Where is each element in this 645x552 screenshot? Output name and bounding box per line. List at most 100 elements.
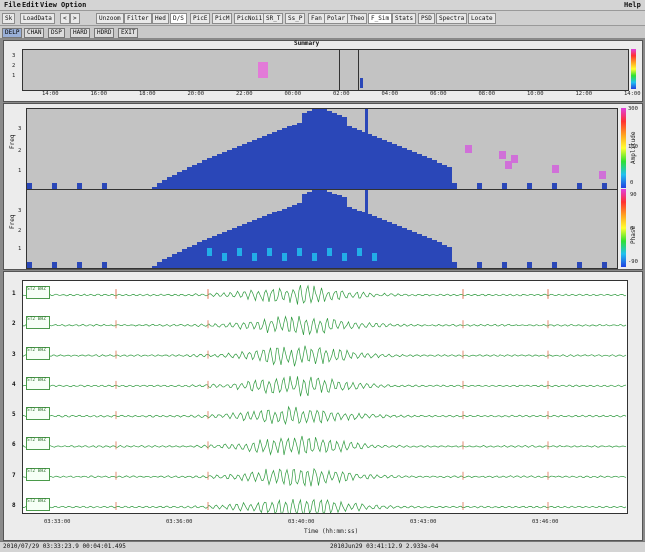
channel-label[interactable]: ST2 BHZ	[26, 376, 50, 390]
tool-loaddata[interactable]: LoadData	[20, 13, 55, 24]
tool-ds[interactable]: D/S	[170, 13, 187, 24]
spectro-cell	[367, 134, 372, 189]
spectro-cell	[267, 134, 272, 189]
channel-label[interactable]: ST2 BHZ	[26, 467, 50, 481]
tool-locate[interactable]: Locate	[468, 13, 496, 24]
channel-label[interactable]: ST2 BHZ	[26, 346, 50, 360]
spectro-cell	[192, 245, 197, 268]
channel-label[interactable]: ST2 BHZ	[26, 407, 50, 421]
spectro-cell	[407, 230, 412, 268]
tool-pice[interactable]: PicE	[190, 13, 211, 24]
spectro-cell	[212, 156, 217, 189]
channel-label[interactable]: ST2 BHZ	[26, 316, 50, 330]
tool-sk[interactable]: Sk	[2, 13, 16, 24]
channel-number: 3	[12, 350, 16, 358]
menu-option[interactable]: Option	[61, 1, 87, 9]
spectro-cell	[267, 214, 272, 268]
spectro-cell	[182, 249, 187, 268]
spectro-cell	[287, 126, 292, 189]
spectro-ytick: 2	[18, 148, 22, 154]
spectro-cell	[52, 183, 57, 189]
waveform-trace	[23, 405, 627, 426]
tab-exit[interactable]: EXIT	[118, 28, 139, 38]
phase-colorbar	[621, 189, 626, 267]
spectro-cursor[interactable]	[365, 190, 368, 268]
spectro-cell	[392, 224, 397, 268]
waveform-trace	[23, 345, 627, 367]
spectro-cell	[347, 126, 352, 189]
tab-hdrd[interactable]: HDRD	[94, 28, 115, 38]
spectro-cell	[327, 111, 332, 189]
tool-ss-p[interactable]: Ss_P	[285, 13, 306, 24]
tool-spectra[interactable]: Spectra	[436, 13, 468, 24]
spectro-cell	[152, 187, 157, 189]
tool-picm[interactable]: PicM	[212, 13, 233, 24]
spectro-cell	[502, 262, 507, 268]
spectro-cursor[interactable]	[365, 109, 368, 189]
spectro-cell	[352, 128, 357, 189]
tool-theo[interactable]: Theo	[347, 13, 368, 24]
amplitude-spectrogram[interactable]	[26, 108, 618, 190]
tab-delp[interactable]: DELP	[2, 28, 23, 38]
spectro-cell	[222, 152, 227, 189]
tool-fan[interactable]: Fan	[308, 13, 325, 24]
spectro-cell	[352, 209, 357, 268]
tool-f-sim[interactable]: F_Sim	[368, 13, 393, 24]
spectro-cell	[172, 175, 177, 189]
spectro-cell	[242, 144, 247, 189]
tab-chan[interactable]: CHAN	[24, 28, 45, 38]
waveform-time-tick: 03:43:00	[410, 519, 437, 525]
spectro-cell	[432, 240, 437, 268]
menu-help[interactable]: Help	[624, 1, 641, 9]
tool-stats[interactable]: Stats	[392, 13, 417, 24]
spectro-cell	[322, 190, 327, 268]
spectro-cell	[162, 180, 167, 189]
tab-hard[interactable]: HARD	[70, 28, 91, 38]
spectro-cell	[232, 148, 237, 189]
spectro-ylabel-bottom: Freq	[9, 214, 16, 229]
channel-label[interactable]: ST2 BHZ	[26, 437, 50, 451]
spectro-cell	[372, 216, 377, 268]
tool-filter[interactable]: Filter	[124, 13, 152, 24]
spectro-cell	[417, 234, 422, 268]
tab-dsp[interactable]: DSP	[48, 28, 65, 38]
spectro-cell	[277, 211, 282, 268]
spectro-ytick: 1	[18, 246, 22, 252]
tool-unzoom[interactable]: Unzoom	[96, 13, 124, 24]
menu-bar: File Edit View Option Help	[0, 0, 645, 11]
spectro-cell	[152, 266, 157, 268]
summary-plot[interactable]	[22, 49, 629, 91]
menu-file[interactable]: File	[4, 1, 21, 9]
tool-sr-t[interactable]: SR_T	[263, 13, 284, 24]
tool-picnoi1[interactable]: PicNoi1	[234, 13, 266, 24]
tool-psd[interactable]: PSD	[418, 13, 435, 24]
channel-prev-icon[interactable]: <	[60, 13, 70, 24]
waveform-plot[interactable]	[22, 280, 628, 514]
phase-spectrogram[interactable]	[26, 189, 618, 269]
status-bar: 2010/07/29 03:33:23.9 00:04:01.495 2010J…	[0, 541, 645, 552]
spectro-cell	[102, 262, 107, 268]
spectro-cell	[402, 148, 407, 189]
spectro-cell	[397, 226, 402, 268]
tool-hed[interactable]: Hed	[152, 13, 169, 24]
spectro-cell	[202, 160, 207, 189]
summary-cursor[interactable]	[358, 50, 359, 90]
summary-time-tick: 04:00	[381, 91, 399, 97]
spectro-cell	[317, 190, 322, 268]
menu-edit[interactable]: Edit	[22, 1, 39, 9]
summary-cursor[interactable]	[339, 50, 340, 90]
channel-next-icon[interactable]: >	[70, 13, 80, 24]
waveform-trace	[23, 498, 627, 513]
spectro-cell	[302, 113, 307, 189]
spectro-cell	[392, 144, 397, 189]
channel-label[interactable]: ST2 BHZ	[26, 286, 50, 299]
colorbar-tick: -90	[628, 259, 638, 265]
spectro-cell	[177, 172, 182, 189]
spectro-cell	[292, 205, 297, 268]
channel-label[interactable]: ST2 BHZ	[26, 498, 50, 511]
spectro-cell	[362, 212, 367, 268]
menu-view[interactable]: View	[40, 1, 57, 9]
spectro-cell	[207, 158, 212, 189]
spectro-cell	[77, 183, 82, 189]
tool-polar[interactable]: Polar	[324, 13, 349, 24]
